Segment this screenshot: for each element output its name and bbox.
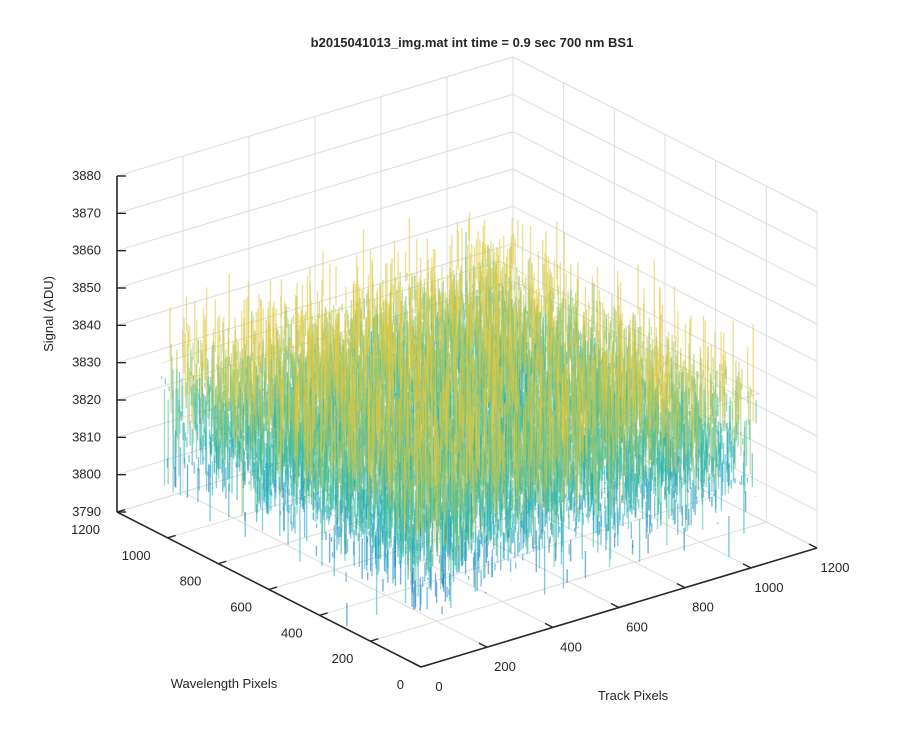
surface-layer [160,212,760,627]
back-grid-line [116,168,514,289]
side-grid-line [512,131,818,288]
back-grid-line [116,131,514,252]
side-grid-line [512,93,818,250]
back-grid-line [116,93,514,214]
side-grid-line [512,56,818,213]
side-grid-line [512,205,818,362]
floor-grid-line [182,491,488,648]
back-grid-line [116,205,514,326]
back-grid-line [116,56,514,177]
side-grid-line [512,168,818,325]
